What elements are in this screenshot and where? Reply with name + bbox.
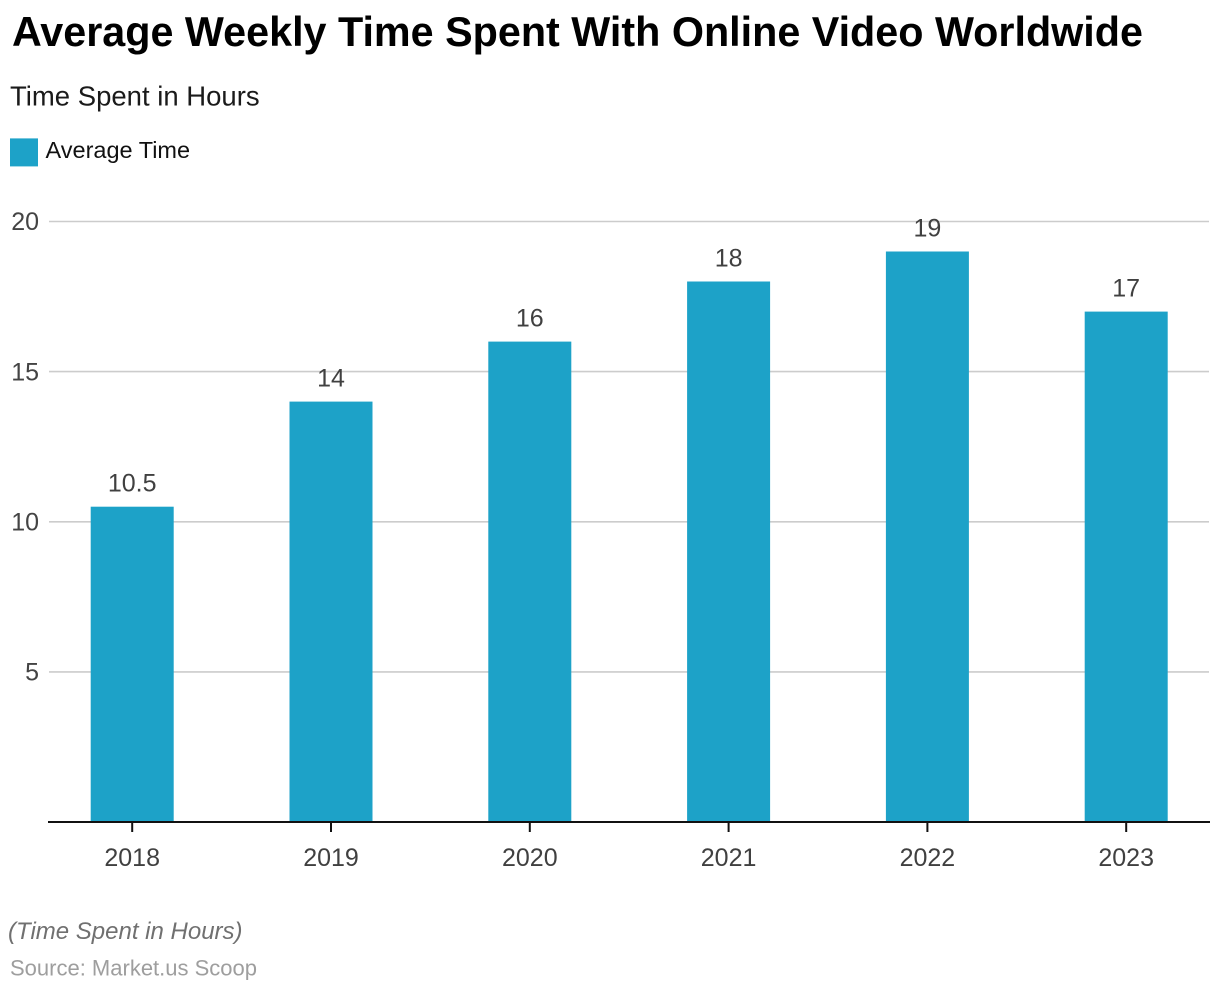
svg-text:16: 16 <box>516 304 544 332</box>
svg-text:Time Spent in Hours: Time Spent in Hours <box>10 80 260 111</box>
svg-text:Average Weekly Time Spent With: Average Weekly Time Spent With Online Vi… <box>12 9 1143 55</box>
svg-text:2023: 2023 <box>1098 844 1154 872</box>
svg-text:2018: 2018 <box>104 844 160 872</box>
svg-text:20: 20 <box>11 208 39 236</box>
svg-text:10.5: 10.5 <box>108 470 157 498</box>
svg-text:2019: 2019 <box>303 844 359 872</box>
svg-text:14: 14 <box>317 364 345 392</box>
svg-text:2020: 2020 <box>502 844 558 872</box>
svg-text:(Time Spent in Hours): (Time Spent in Hours) <box>8 918 243 945</box>
svg-text:10: 10 <box>11 509 39 537</box>
svg-text:5: 5 <box>25 659 39 687</box>
svg-text:2021: 2021 <box>701 844 757 872</box>
svg-text:2022: 2022 <box>900 844 956 872</box>
svg-text:Average Time: Average Time <box>46 137 191 163</box>
svg-text:Source: Market.us Scoop: Source: Market.us Scoop <box>10 956 257 981</box>
svg-text:15: 15 <box>11 358 39 386</box>
svg-text:19: 19 <box>913 214 941 242</box>
svg-text:17: 17 <box>1112 274 1140 302</box>
svg-text:18: 18 <box>715 244 743 272</box>
